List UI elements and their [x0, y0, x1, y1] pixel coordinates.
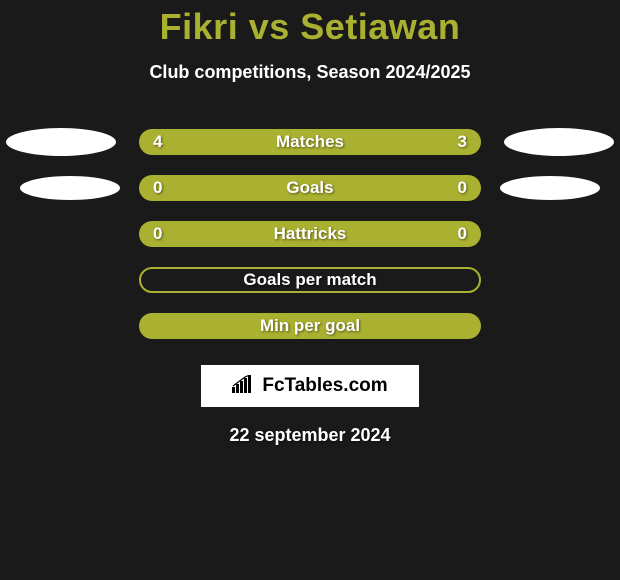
right-marker-ellipse: [500, 176, 600, 200]
stat-value-left: 4: [153, 132, 162, 152]
stat-value-left: 0: [153, 178, 162, 198]
stat-bar: 0 Hattricks 0: [139, 221, 481, 247]
subtitle: Club competitions, Season 2024/2025: [0, 62, 620, 83]
page-title: Fikri vs Setiawan: [0, 6, 620, 48]
stat-value-right: 0: [458, 224, 467, 244]
brand-text: FcTables.com: [262, 375, 387, 397]
stat-row-matches: 4 Matches 3: [0, 119, 620, 165]
stat-bar: 4 Matches 3: [139, 129, 481, 155]
stat-bar: Goals per match: [139, 267, 481, 293]
stat-value-right: 3: [458, 132, 467, 152]
stat-label: Goals: [286, 178, 333, 198]
stat-label: Hattricks: [274, 224, 347, 244]
stat-bar: 0 Goals 0: [139, 175, 481, 201]
stat-row-min-per-goal: Min per goal: [0, 303, 620, 349]
right-marker-ellipse: [504, 128, 614, 156]
stat-row-goals: 0 Goals 0: [0, 165, 620, 211]
stat-bar: Min per goal: [139, 313, 481, 339]
stat-value-left: 0: [153, 224, 162, 244]
left-marker-ellipse: [6, 128, 116, 156]
stat-value-right: 0: [458, 178, 467, 198]
stat-label: Min per goal: [260, 316, 360, 336]
stat-rows: 4 Matches 3 0 Goals 0 0 Hattricks 0: [0, 119, 620, 349]
left-marker-ellipse: [20, 176, 120, 200]
chart-icon: [232, 375, 256, 398]
brand-logo[interactable]: FcTables.com: [201, 365, 419, 407]
stat-label: Matches: [276, 132, 344, 152]
date-label: 22 september 2024: [0, 425, 620, 446]
comparison-widget: Fikri vs Setiawan Club competitions, Sea…: [0, 0, 620, 446]
stat-row-hattricks: 0 Hattricks 0: [0, 211, 620, 257]
stat-label: Goals per match: [243, 270, 376, 290]
stat-row-goals-per-match: Goals per match: [0, 257, 620, 303]
